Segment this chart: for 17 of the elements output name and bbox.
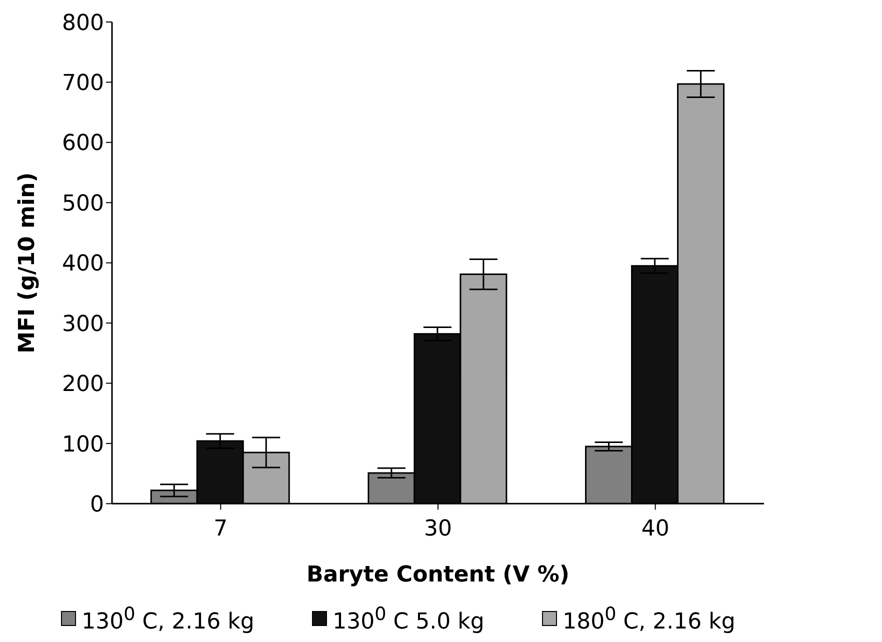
y-tick-label: 300 — [62, 312, 104, 337]
y-tick-label: 200 — [62, 372, 104, 398]
y-tick-label: 500 — [62, 191, 104, 216]
y-tick-label: 600 — [62, 131, 104, 156]
x-axis-title: Baryte Content (V %) — [306, 562, 570, 588]
y-tick-label: 700 — [62, 71, 104, 96]
y-axis-title: MFI (g/10 min) — [14, 172, 40, 354]
legend-label: 180$^{0}$ C, 2.16 kg — [562, 604, 736, 634]
y-tick-label: 100 — [62, 432, 104, 458]
legend-label: 130$^{0}$ C 5.0 kg — [332, 604, 484, 634]
y-tick-label: 0 — [90, 492, 104, 518]
y-tick-label: 800 — [62, 10, 104, 36]
x-tick-label: 30 — [424, 516, 452, 542]
x-tick-label: 40 — [641, 516, 670, 542]
y-tick-label: 400 — [62, 252, 104, 277]
legend-label: 130$^{0}$ C, 2.16 kg — [82, 604, 254, 634]
x-tick-label: 7 — [214, 516, 228, 542]
